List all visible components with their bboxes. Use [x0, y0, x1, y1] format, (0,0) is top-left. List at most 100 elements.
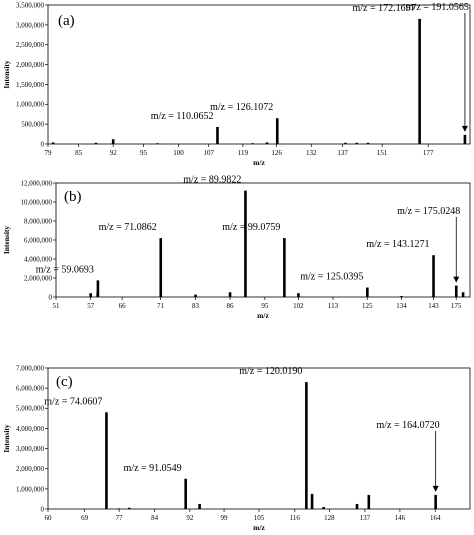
- peak-annotation: m/z = 143.1271: [366, 239, 429, 250]
- spectrum-peak: [89, 293, 92, 297]
- y-axis-title: Intensity: [2, 226, 11, 255]
- x-tick-label: 71: [157, 302, 165, 310]
- x-tick-label: 177: [423, 149, 434, 157]
- panel-b-spectrum: (b) 0 2,000,000 4,000,000 6,000,000 8,000,000…: [2, 175, 471, 320]
- x-tick-label: 128: [324, 514, 335, 522]
- y-axis-title: Intensity: [2, 60, 11, 89]
- y-tick-label: 1,500,000: [16, 81, 45, 89]
- x-tick-label: 143: [428, 302, 439, 310]
- spectrum-peak: [305, 382, 308, 509]
- x-tick-label: 151: [377, 149, 388, 157]
- peak-annotation: m/z = 71.0862: [99, 222, 157, 233]
- peak-annotation: m/z = 172.1697: [352, 3, 415, 14]
- peak-annotation: m/z = 89.9822: [183, 175, 241, 186]
- y-tick-label: 3,500,000: [16, 1, 45, 9]
- x-tick-label: 137: [360, 514, 371, 522]
- y-tick-label: 12,000,000: [21, 179, 53, 187]
- y-tick-label: 4,000,000: [16, 425, 45, 433]
- x-tick-label: 83: [192, 302, 200, 310]
- spectrum-peak: [156, 143, 159, 145]
- x-tick-label: 60: [45, 514, 53, 522]
- y-tick-label: 6,000,000: [16, 385, 45, 393]
- x-tick-label: 102: [293, 302, 304, 310]
- y-tick-label: 0: [41, 505, 45, 513]
- spectrum-peak: [251, 143, 254, 145]
- spectrum-peak: [461, 292, 465, 297]
- y-tick-label: 4,000,000: [24, 255, 53, 263]
- x-tick-label: 99: [221, 514, 229, 522]
- y-tick-label: 6,000,000: [24, 236, 53, 244]
- x-tick-label: 85: [75, 149, 83, 157]
- x-tick-label: 51: [53, 302, 61, 310]
- peak-annotation: m/z = 110.0652: [151, 111, 214, 122]
- spectrum-peak: [51, 142, 55, 144]
- peak-annotation: m/z = 91.0549: [124, 463, 182, 474]
- annotation-arrowhead: [432, 485, 439, 492]
- x-tick-label: 119: [238, 149, 249, 157]
- spectrum-peak: [275, 118, 279, 144]
- plot-frame: [47, 4, 471, 145]
- x-tick-label: 77: [116, 514, 124, 522]
- x-tick-label: 164: [430, 514, 441, 522]
- panel-c-spectrum: (c) 0 1,000,000 2,000,000 3,000,000 4,000,000…: [2, 364, 471, 532]
- spectrum-peak: [244, 190, 247, 297]
- spectrum-peak: [265, 142, 269, 144]
- y-tick-label: 500,000: [21, 121, 44, 129]
- peak-annotation: m/z = 99.0759: [222, 222, 280, 233]
- peak-annotation: m/z = 74.0607: [44, 396, 102, 407]
- y-tick-label: 10,000,000: [21, 198, 53, 206]
- spectrum-peak: [355, 142, 359, 144]
- y-axis-title: Intensity: [2, 424, 11, 453]
- x-tick-label: 125: [362, 302, 373, 310]
- x-tick-label: 86: [227, 302, 235, 310]
- plot-frame: [47, 367, 471, 510]
- x-tick-label: 95: [140, 149, 148, 157]
- y-tick-label: 7,000,000: [16, 364, 45, 372]
- y-tick-label: 0: [49, 293, 53, 301]
- spectrum-peak: [344, 142, 347, 144]
- spectrum-peak: [96, 280, 100, 297]
- x-tick-label: 92: [110, 149, 118, 157]
- spectrum-peak: [184, 478, 187, 509]
- x-tick-label: 132: [306, 149, 317, 157]
- y-tick-label: 2,000,000: [16, 465, 45, 473]
- spectrum-peak: [228, 292, 232, 297]
- y-tick-label: 8,000,000: [24, 217, 53, 225]
- x-tick-label: 66: [119, 302, 127, 310]
- y-tick-label: 2,000,000: [24, 274, 53, 282]
- x-tick-label: 126: [271, 149, 282, 157]
- y-tick-label: 3,000,000: [16, 21, 45, 29]
- spectrum-peak: [432, 255, 435, 297]
- x-tick-label: 92: [186, 514, 194, 522]
- spectrum-peak: [297, 293, 300, 297]
- x-tick-label: 175: [451, 302, 462, 310]
- x-tick-label: 57: [87, 302, 95, 310]
- x-tick-label: 100: [173, 149, 184, 157]
- spectrum-peak: [111, 139, 115, 144]
- spectrum-peak: [322, 506, 325, 509]
- spectrum-peak: [366, 287, 369, 297]
- spectrum-peak: [310, 493, 314, 509]
- spectrum-peak: [127, 507, 131, 509]
- spectrum-peak: [159, 238, 163, 297]
- annotation-arrowhead: [461, 125, 468, 132]
- peak-annotation: m/z = 175.0248: [397, 206, 460, 217]
- y-tick-label: 2,000,000: [16, 61, 45, 69]
- peak-annotation: m/z = 59.0693: [36, 264, 94, 275]
- spectrum-peak: [367, 494, 371, 509]
- y-tick-label: 0: [41, 140, 45, 148]
- panel-a-spectrum: (a) 0 500,000 1,000,000 1,500,000 2,000,000 2,…: [2, 1, 471, 167]
- panel-label: (c): [56, 374, 73, 390]
- peak-annotation: m/z = 126.1072: [210, 102, 273, 113]
- y-tick-label: 1,000,000: [16, 101, 45, 109]
- panel-label: (b): [64, 189, 82, 205]
- x-axis-title: m/z: [253, 523, 265, 532]
- x-tick-label: 107: [203, 149, 214, 157]
- y-tick-label: 5,000,000: [16, 405, 45, 413]
- peak-annotation: m/z = 191.0565: [406, 2, 469, 13]
- peak-annotation: m/z = 120.0190: [239, 366, 302, 377]
- x-tick-label: 95: [261, 302, 269, 310]
- spectrum-peak: [366, 142, 370, 144]
- annotation-arrowhead: [453, 276, 460, 283]
